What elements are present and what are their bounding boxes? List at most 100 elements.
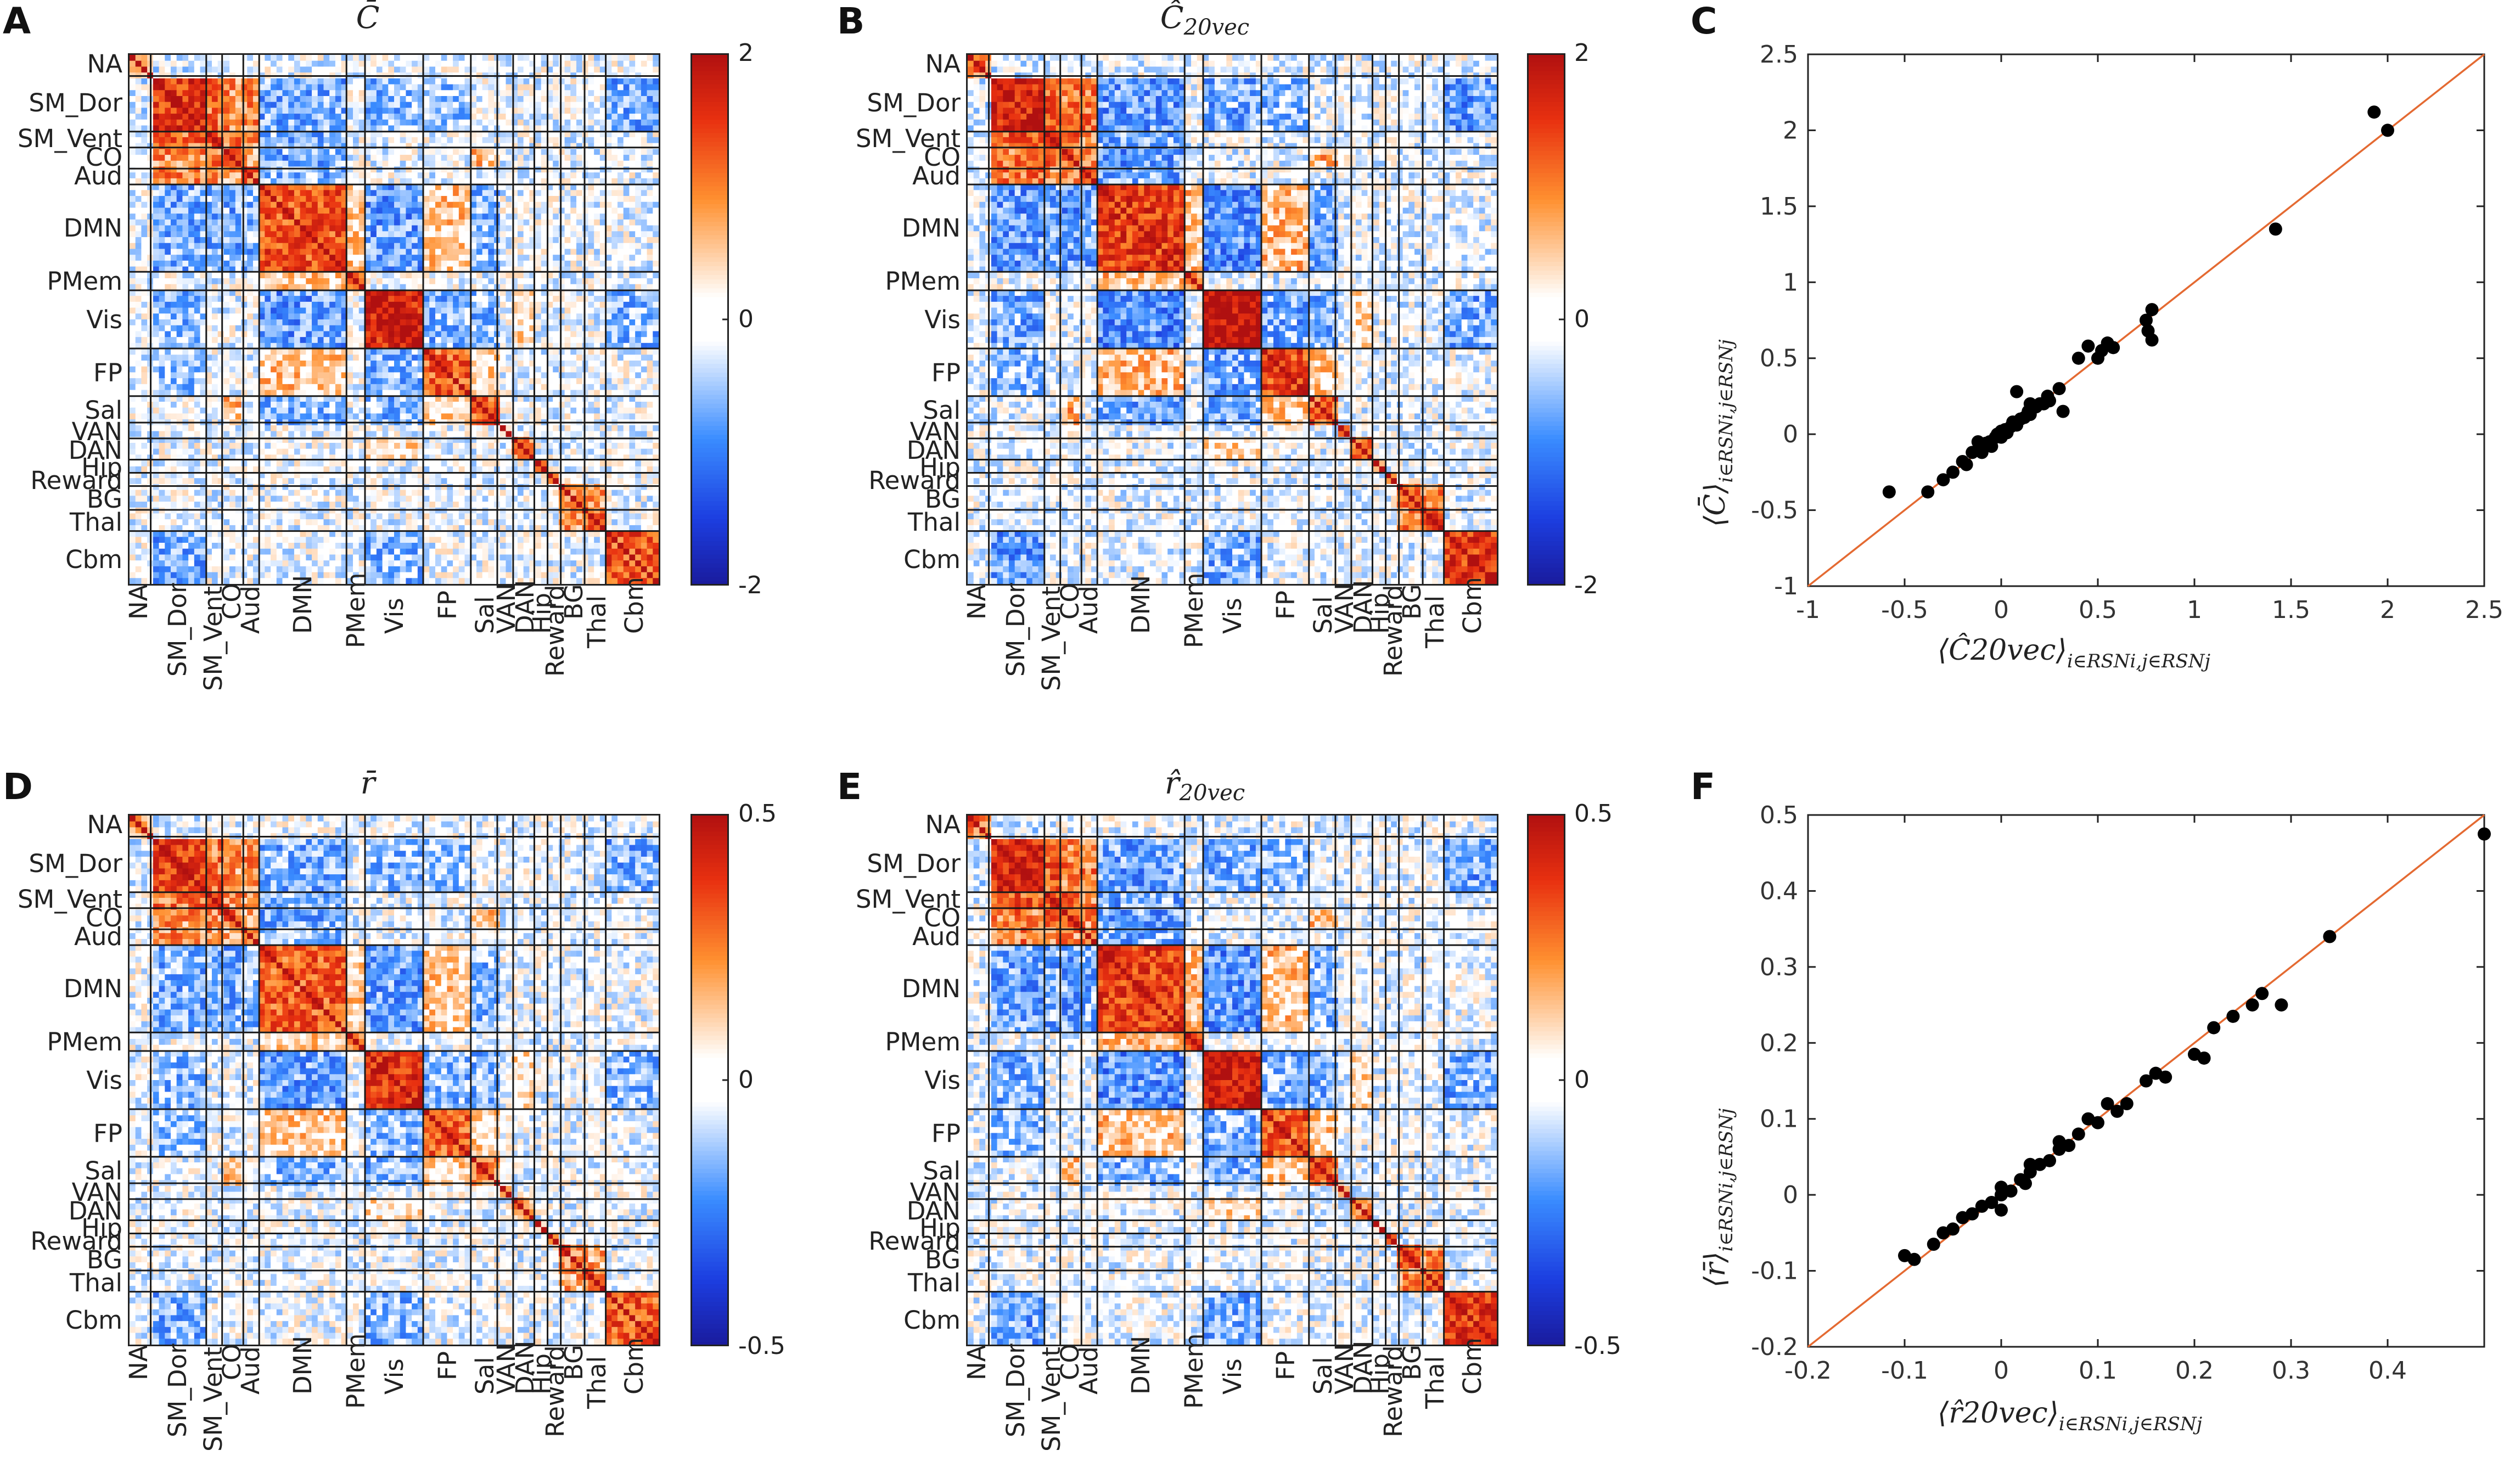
heatmap-cell bbox=[535, 360, 542, 367]
heatmap-cell bbox=[241, 184, 248, 190]
heatmap-cell bbox=[576, 325, 583, 332]
heatmap-cell bbox=[194, 255, 201, 261]
heatmap-cell bbox=[417, 301, 424, 308]
heatmap-cell bbox=[605, 119, 612, 126]
heatmap-cell bbox=[364, 301, 371, 308]
heatmap-cell bbox=[235, 137, 242, 144]
heatmap-cell bbox=[623, 337, 630, 344]
heatmap-cell bbox=[370, 366, 377, 373]
heatmap-cell bbox=[558, 278, 565, 285]
heatmap-cell bbox=[252, 278, 260, 285]
heatmap-cell bbox=[553, 213, 559, 220]
heatmap-cell bbox=[523, 125, 530, 132]
heatmap-cell bbox=[488, 331, 495, 338]
heatmap-cell bbox=[517, 348, 524, 355]
heatmap-cell bbox=[188, 225, 195, 232]
heatmap-cell bbox=[323, 131, 330, 138]
heatmap-cell bbox=[506, 108, 512, 114]
heatmap-cell bbox=[165, 66, 171, 73]
heatmap-cell bbox=[347, 143, 353, 149]
heatmap-cell bbox=[130, 337, 136, 344]
heatmap-cell bbox=[394, 166, 401, 173]
heatmap-cell bbox=[605, 331, 612, 338]
heatmap-cell bbox=[382, 184, 389, 190]
heatmap-cell bbox=[370, 166, 377, 173]
heatmap-cell bbox=[176, 213, 183, 220]
heatmap-cell bbox=[423, 360, 430, 367]
heatmap-cell bbox=[211, 78, 218, 85]
heatmap-cell bbox=[288, 360, 295, 367]
title-e: r̂20vec bbox=[1150, 766, 1260, 806]
heatmap-cell bbox=[441, 66, 447, 73]
heatmap-cell bbox=[182, 219, 189, 226]
heatmap-cell bbox=[523, 249, 530, 255]
heatmap-cell bbox=[176, 243, 183, 250]
heatmap-cell bbox=[323, 190, 330, 196]
heatmap-cell bbox=[135, 78, 142, 85]
heatmap-cell bbox=[241, 237, 248, 244]
heatmap-cell bbox=[271, 78, 277, 85]
heatmap-cell bbox=[141, 201, 148, 209]
heatmap-cell bbox=[312, 237, 318, 244]
heatmap-cell bbox=[294, 348, 301, 355]
heatmap-cell bbox=[617, 337, 624, 344]
heatmap-cell bbox=[394, 190, 401, 196]
heatmap-cell bbox=[300, 66, 306, 73]
heatmap-cell bbox=[464, 296, 471, 302]
heatmap-cell bbox=[506, 225, 512, 232]
heatmap-cell bbox=[588, 149, 594, 155]
heatmap-cell bbox=[400, 190, 407, 196]
heatmap-cell bbox=[441, 178, 447, 185]
heatmap-cell bbox=[482, 119, 489, 126]
heatmap-cell bbox=[435, 342, 442, 350]
heatmap-cell bbox=[447, 237, 453, 244]
heatmap-cell bbox=[400, 366, 407, 373]
heatmap-cell bbox=[153, 337, 160, 344]
heatmap-cell bbox=[200, 272, 206, 279]
heatmap-cell bbox=[252, 90, 260, 97]
heatmap-cell bbox=[206, 66, 212, 73]
heatmap-cell bbox=[176, 143, 183, 149]
heatmap-cell bbox=[288, 249, 295, 255]
heatmap-cell bbox=[159, 196, 165, 203]
heatmap-cell bbox=[206, 355, 212, 361]
heatmap-cell bbox=[165, 213, 171, 220]
heatmap-cell bbox=[170, 160, 177, 167]
heatmap-cell bbox=[206, 237, 212, 244]
heatmap-cell bbox=[159, 108, 165, 114]
heatmap-cell bbox=[588, 160, 594, 167]
heatmap-cell bbox=[605, 325, 612, 332]
heatmap-cell bbox=[517, 119, 524, 126]
heatmap-cell bbox=[252, 372, 260, 379]
heatmap-cell bbox=[629, 313, 636, 320]
heatmap-cell bbox=[617, 331, 624, 338]
heatmap-cell bbox=[271, 255, 277, 261]
heatmap-cell bbox=[217, 272, 224, 279]
heatmap-cell bbox=[282, 60, 289, 68]
heatmap-cell bbox=[211, 272, 218, 279]
heatmap-cell bbox=[429, 102, 436, 108]
heatmap-cell bbox=[517, 84, 524, 91]
heatmap-cell bbox=[470, 201, 477, 209]
heatmap-cell bbox=[482, 114, 489, 120]
heatmap-cell bbox=[517, 319, 524, 326]
heatmap-cell bbox=[441, 296, 447, 302]
heatmap-cell bbox=[423, 290, 430, 296]
heatmap-cell bbox=[441, 272, 447, 279]
heatmap-cell bbox=[564, 290, 571, 296]
heatmap-cell bbox=[306, 296, 312, 302]
heatmap-cell bbox=[617, 284, 624, 291]
heatmap-cell bbox=[611, 149, 618, 155]
heatmap-cell bbox=[376, 137, 383, 144]
heatmap-cell bbox=[153, 201, 160, 209]
heatmap-cell bbox=[159, 284, 165, 291]
heatmap-cell bbox=[441, 149, 447, 155]
heatmap-cell bbox=[394, 184, 401, 190]
heatmap-cell bbox=[406, 90, 412, 97]
heatmap-cell bbox=[259, 166, 265, 173]
heatmap-cell bbox=[217, 342, 224, 350]
heatmap-cell bbox=[335, 260, 342, 267]
heatmap-cell bbox=[153, 278, 160, 285]
heatmap-cell bbox=[576, 114, 583, 120]
heatmap-cell bbox=[535, 337, 542, 344]
